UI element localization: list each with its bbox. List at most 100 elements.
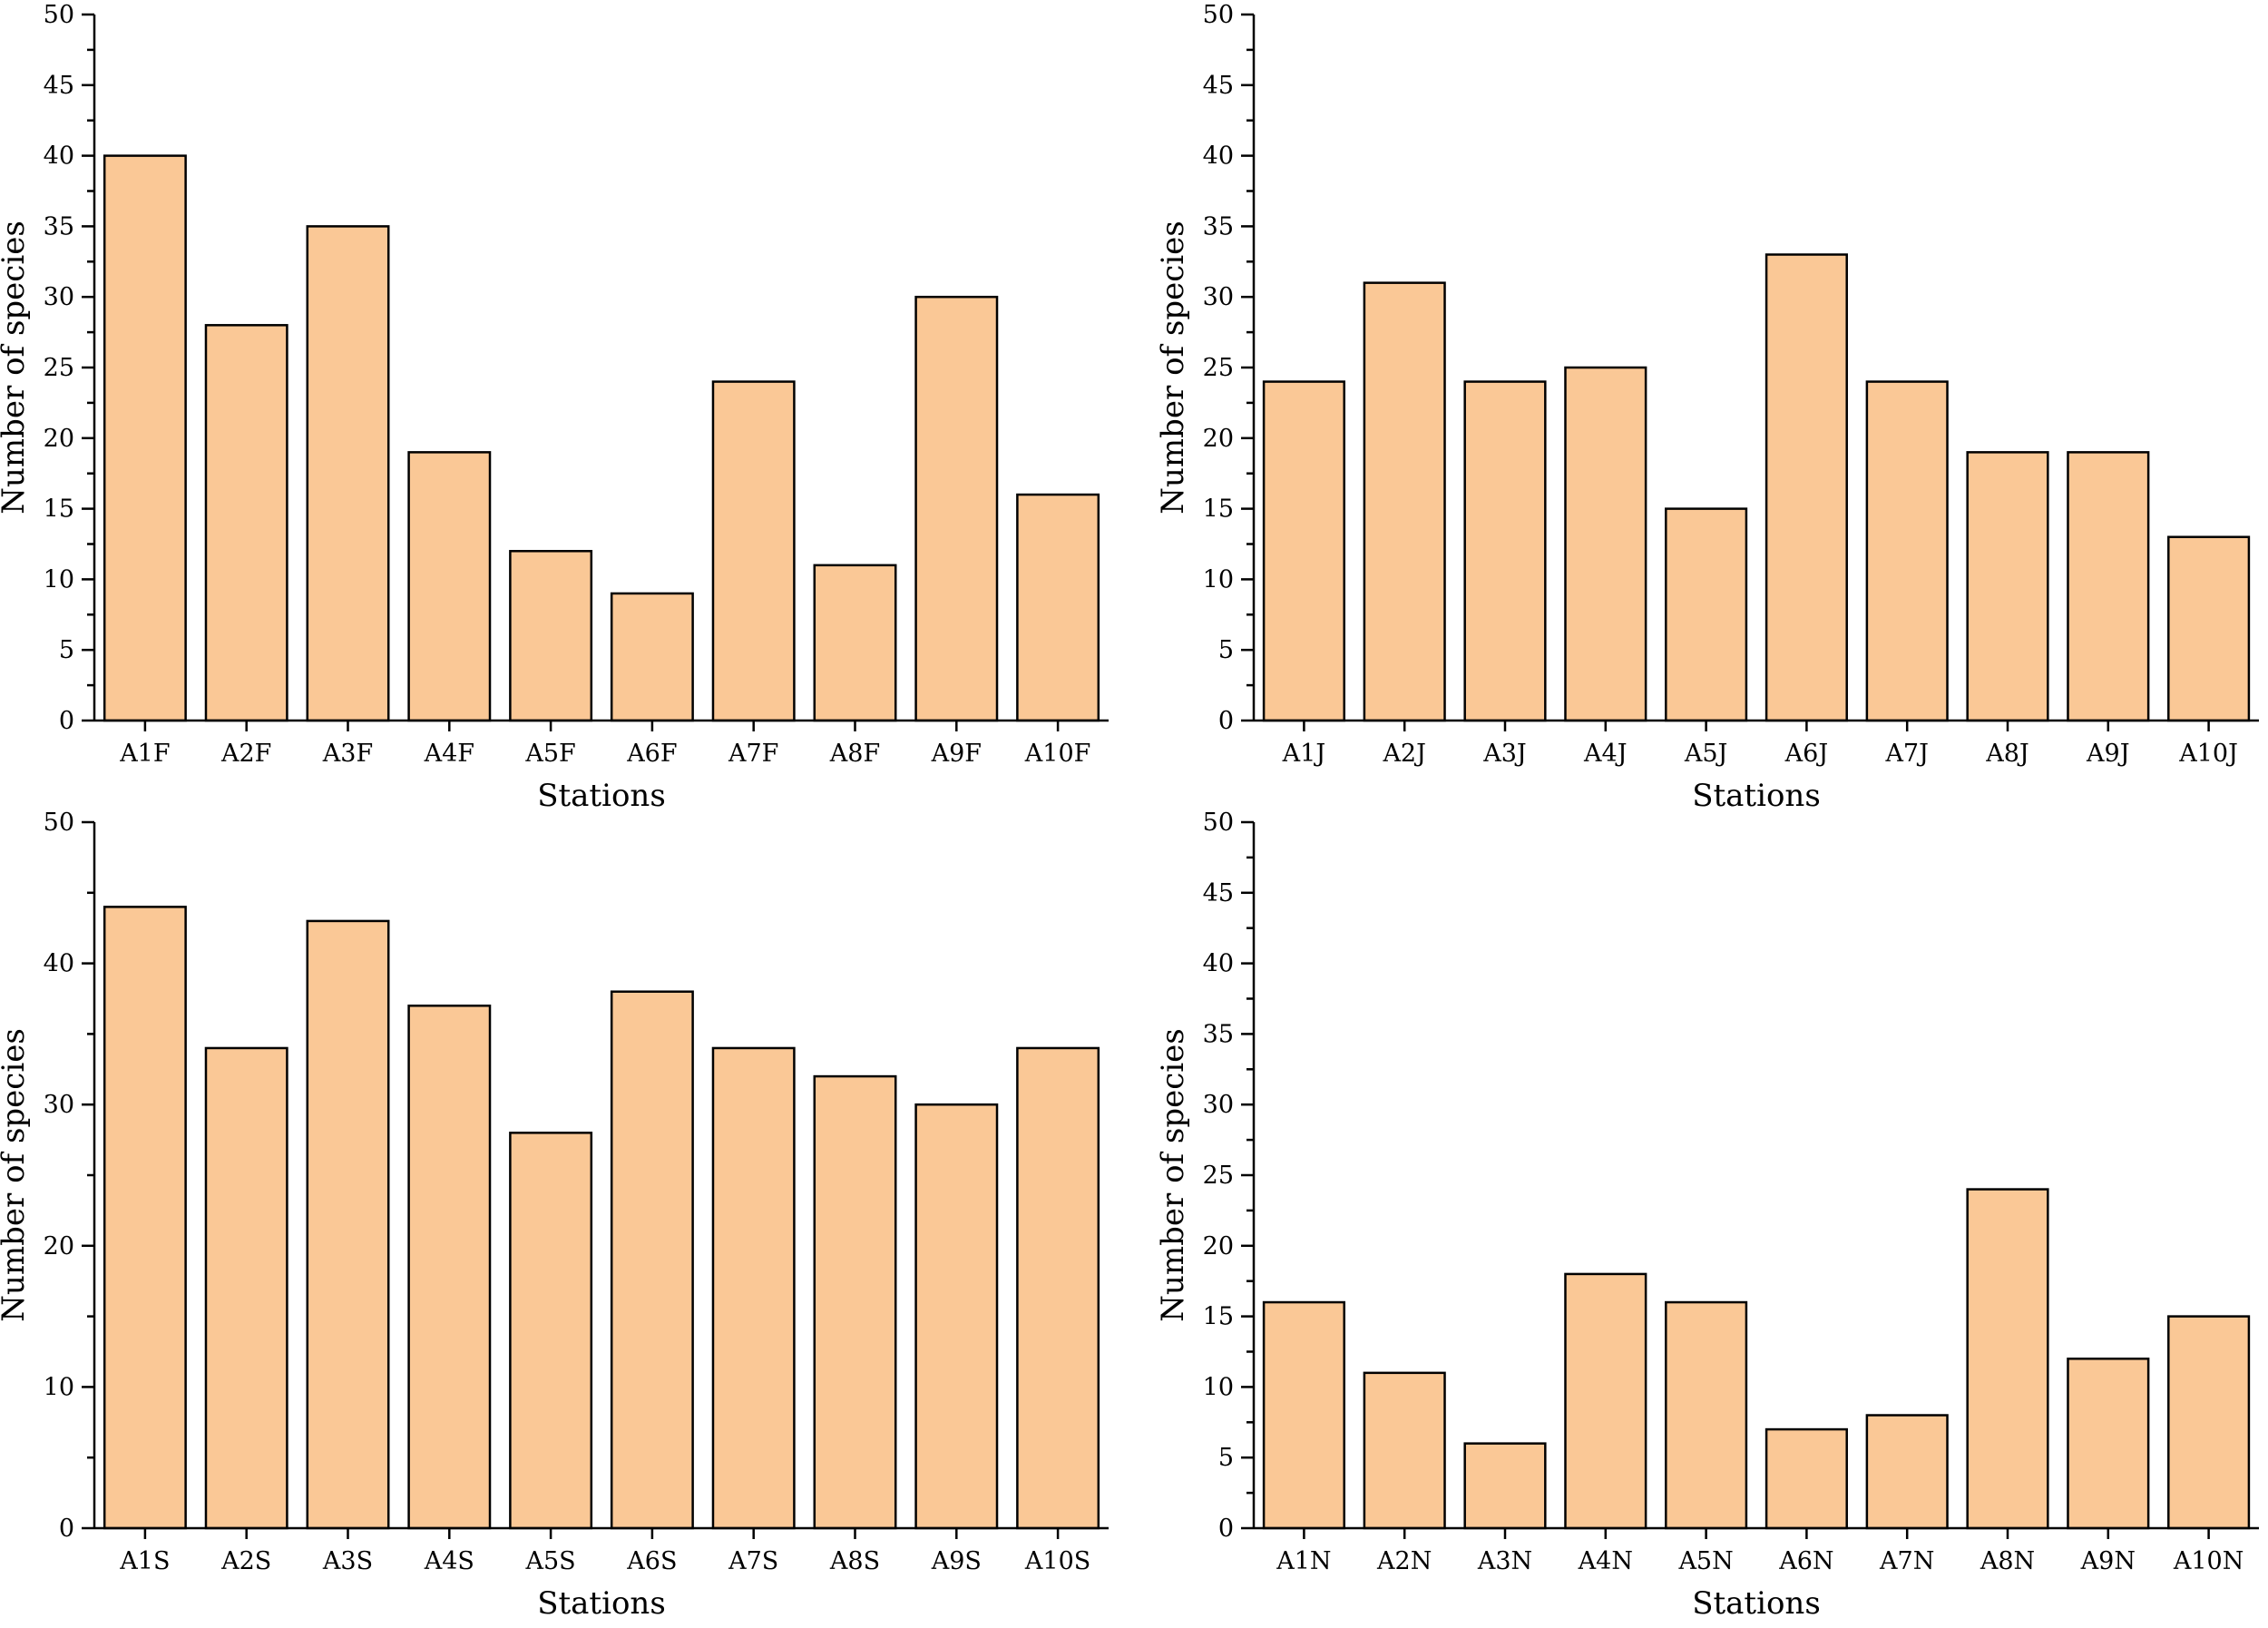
- y-axis-title: Number of species: [1155, 1028, 1191, 1322]
- y-tick-label: 5: [59, 636, 74, 664]
- x-tick-label: A2F: [220, 740, 271, 768]
- bar-A7N: [1865, 1414, 1949, 1530]
- bar-A2S: [204, 1046, 288, 1530]
- x-tick-label: A9N: [2080, 1547, 2136, 1575]
- bar-A5F: [509, 550, 593, 722]
- y-tick-label: 20: [1203, 425, 1234, 453]
- x-tick-label: A2S: [220, 1547, 271, 1575]
- y-tick-label: 50: [1203, 1, 1234, 29]
- bar-A2J: [1363, 281, 1446, 722]
- y-tick-label: 10: [44, 565, 74, 593]
- x-tick-label: A9F: [931, 740, 982, 768]
- x-tick-label: A2N: [1376, 1547, 1432, 1575]
- y-tick-label: 40: [1203, 142, 1234, 171]
- bar-A8N: [1966, 1188, 2049, 1530]
- y-tick-label: 30: [44, 283, 74, 311]
- bar-A10J: [2167, 535, 2251, 722]
- bar-A10S: [1016, 1046, 1100, 1530]
- y-tick-label: 30: [44, 1091, 74, 1119]
- y-tick-label: 0: [1218, 1515, 1234, 1543]
- bar-A10F: [1016, 493, 1100, 722]
- x-tick-label: A8S: [829, 1547, 880, 1575]
- x-tick-label: A5F: [524, 740, 575, 768]
- y-tick-label: 15: [1203, 495, 1234, 524]
- bar-A4J: [1564, 366, 1647, 722]
- y-tick-label: 5: [1218, 1444, 1234, 1472]
- bar-A9N: [2067, 1358, 2150, 1530]
- y-tick-label: 25: [1203, 1162, 1234, 1190]
- bar-A7F: [711, 380, 796, 722]
- x-tick-label: A5N: [1677, 1547, 1733, 1575]
- y-tick-label: 20: [44, 425, 74, 453]
- x-tick-label: A4J: [1583, 740, 1628, 768]
- bar-A5J: [1665, 507, 1748, 722]
- x-tick-label: A2J: [1382, 740, 1426, 768]
- chart-panel-4: 0 5 10 15 20 25 30 35 40 45 50 A1N A2N A3N A4N A5N A6N A7…: [1155, 809, 2259, 1622]
- bar-A3S: [306, 919, 390, 1530]
- bar-A1N: [1262, 1300, 1345, 1530]
- x-tick-label: A7S: [728, 1547, 778, 1575]
- y-tick-label: 40: [44, 142, 74, 171]
- x-tick-label: A4S: [424, 1547, 474, 1575]
- y-tick-label: 40: [1203, 950, 1234, 978]
- bar-A10N: [2167, 1315, 2251, 1530]
- y-tick-label: 40: [44, 950, 74, 978]
- bar-A5S: [509, 1132, 593, 1530]
- x-tick-label: A1S: [119, 1547, 170, 1575]
- y-axis-title: Number of species: [1155, 221, 1191, 515]
- y-tick-label: 15: [44, 495, 74, 524]
- x-tick-label: A7J: [1884, 740, 1929, 768]
- x-tick-label: A10F: [1024, 740, 1091, 768]
- bar-A4F: [407, 451, 492, 722]
- x-tick-label: A6J: [1784, 740, 1829, 768]
- y-tick-label: 35: [1203, 212, 1234, 240]
- y-tick-label: 25: [44, 354, 74, 382]
- x-tick-label: A7N: [1879, 1547, 1934, 1575]
- x-tick-label: A10J: [2178, 740, 2238, 768]
- y-tick-label: 0: [1218, 707, 1234, 735]
- x-tick-label: A6F: [626, 740, 677, 768]
- x-tick-label: A3F: [322, 740, 373, 768]
- y-tick-label: 35: [1203, 1020, 1234, 1048]
- y-tick-label: 45: [44, 72, 74, 100]
- x-tick-label: A10N: [2173, 1547, 2244, 1575]
- chart-panel-3: 0 10 20 30 40 50 A1S A2S A3S A4S A5S A6S A7S A8S A9S A1…: [0, 809, 1109, 1622]
- x-tick-label: A3N: [1477, 1547, 1532, 1575]
- x-tick-label: A9J: [2086, 740, 2130, 768]
- y-tick-label: 10: [1203, 565, 1234, 593]
- bar-A1S: [103, 906, 187, 1530]
- x-tick-label: A10S: [1024, 1547, 1090, 1575]
- bar-A6J: [1765, 253, 1848, 722]
- y-tick-label: 30: [1203, 283, 1234, 311]
- y-tick-label: 0: [59, 707, 74, 735]
- bar-A6N: [1765, 1427, 1848, 1530]
- y-tick-label: 45: [1203, 72, 1234, 100]
- bar-A8F: [813, 564, 897, 722]
- y-tick-label: 20: [44, 1232, 74, 1260]
- bar-A7J: [1865, 380, 1949, 722]
- bar-A8J: [1966, 451, 2049, 722]
- x-axis-title: Stations: [1692, 778, 1821, 814]
- bar-A4S: [407, 1005, 492, 1530]
- x-axis-title: Stations: [1692, 1585, 1821, 1622]
- x-tick-label: A1N: [1276, 1547, 1331, 1575]
- x-tick-label: A9S: [931, 1547, 982, 1575]
- x-tick-label: A1F: [119, 740, 170, 768]
- x-axis-title: Stations: [537, 1585, 666, 1622]
- y-tick-label: 5: [1218, 636, 1234, 664]
- y-tick-label: 20: [1203, 1232, 1234, 1260]
- x-tick-label: A4N: [1578, 1547, 1633, 1575]
- bar-A6F: [610, 592, 694, 722]
- x-tick-label: A1J: [1282, 740, 1326, 768]
- y-tick-label: 50: [44, 1, 74, 29]
- y-tick-label: 10: [44, 1373, 74, 1401]
- y-tick-label: 50: [1203, 809, 1234, 837]
- bar-A2F: [204, 324, 288, 722]
- x-tick-label: A8J: [1985, 740, 2029, 768]
- y-tick-label: 35: [44, 212, 74, 240]
- y-axis-title: Number of species: [0, 1028, 32, 1322]
- x-tick-label: A3J: [1482, 740, 1527, 768]
- bar-A9J: [2067, 451, 2150, 722]
- bar-A6S: [610, 990, 694, 1530]
